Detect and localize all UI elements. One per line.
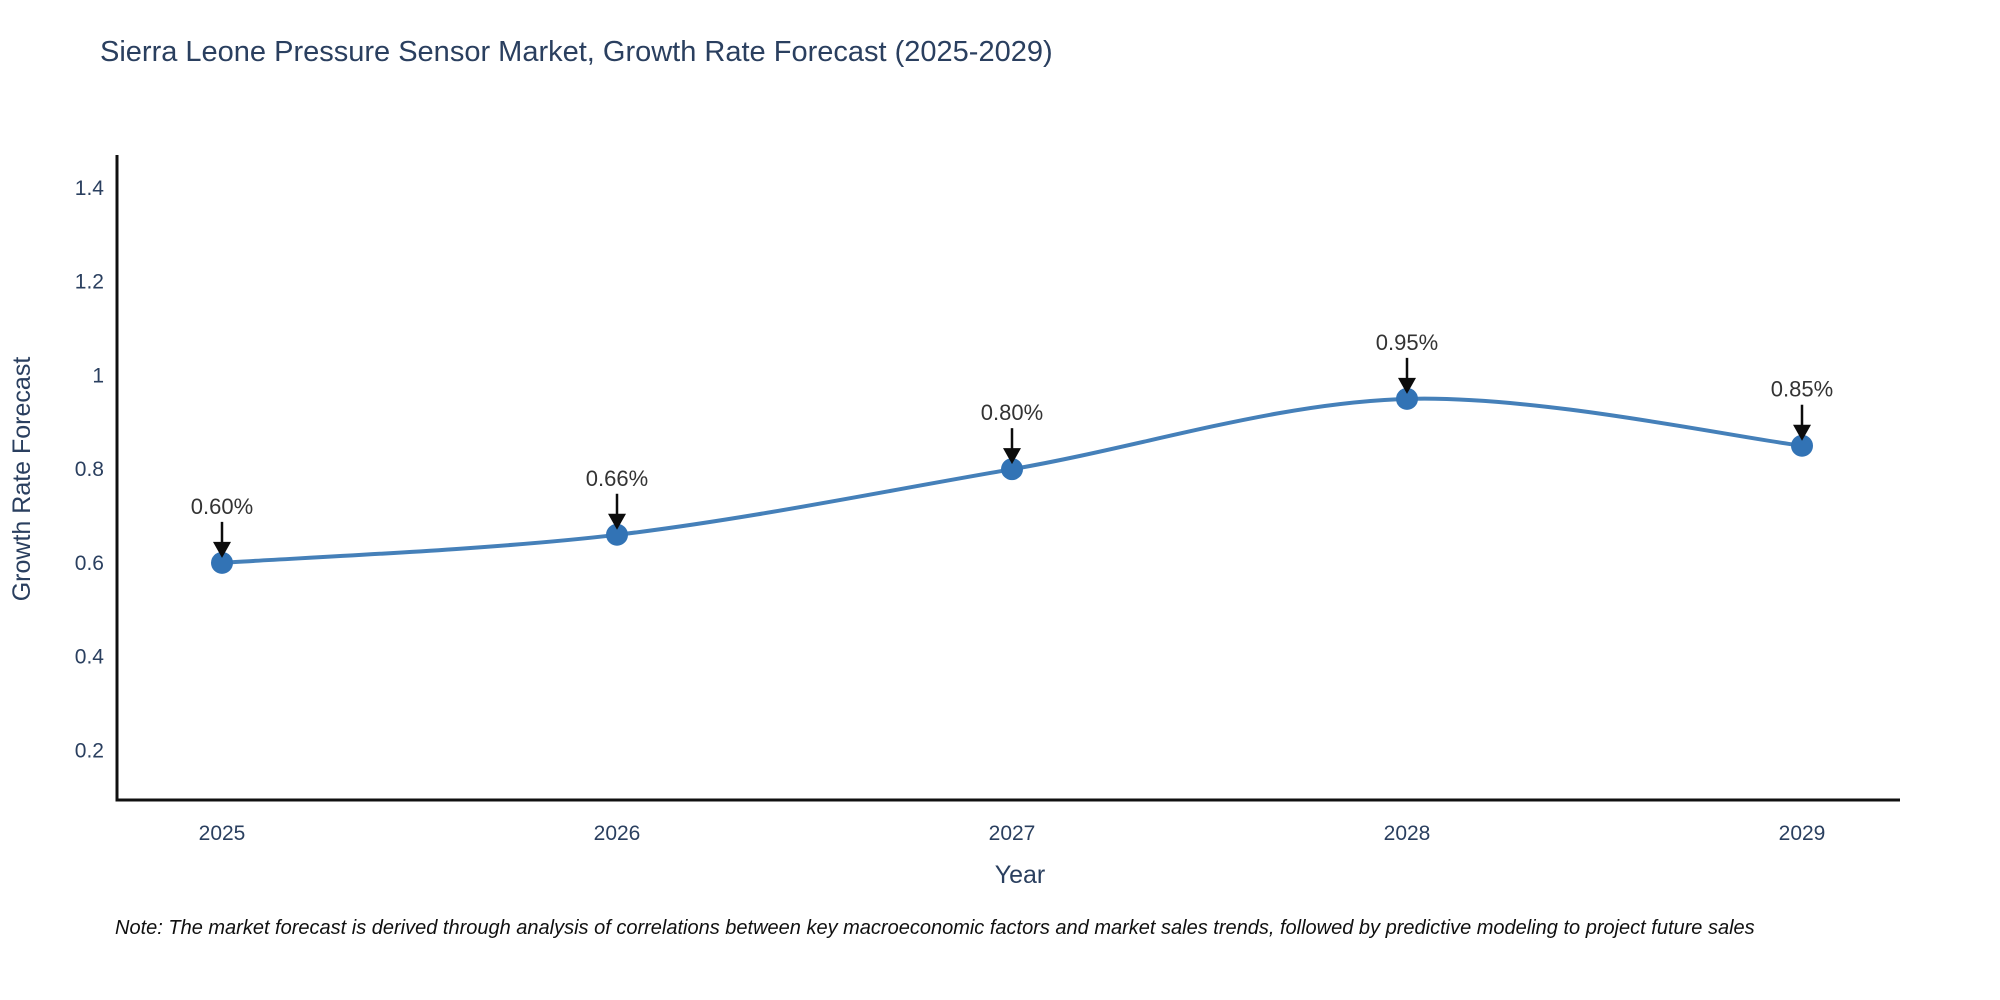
- x-tick-label: 2028: [1384, 822, 1431, 845]
- y-tick-label: 0.6: [75, 552, 104, 575]
- annotation-arrow-head: [213, 541, 231, 558]
- y-tick-label: 0.2: [75, 739, 104, 762]
- x-tick-label: 2025: [199, 822, 246, 845]
- footnote: Note: The market forecast is derived thr…: [115, 917, 1755, 939]
- annotation-label: 0.60%: [191, 494, 253, 519]
- chart-title: Sierra Leone Pressure Sensor Market, Gro…: [100, 36, 1053, 68]
- x-axis-title: Year: [995, 861, 1046, 889]
- annotation-label: 0.95%: [1376, 330, 1438, 355]
- axes: [115, 155, 1900, 802]
- y-tick-label: 1.4: [75, 177, 105, 200]
- annotation-label: 0.66%: [586, 466, 648, 491]
- annotation-arrow-head: [1003, 448, 1021, 465]
- y-tick-label: 0.8: [75, 458, 104, 481]
- y-tick-label: 1.2: [75, 271, 104, 294]
- point-annotations: 0.60% 0.66% 0.80% 0.95% 0.85%: [191, 330, 1833, 558]
- y-axis-title: Growth Rate Forecast: [8, 357, 36, 602]
- data-point-marker: [1396, 387, 1418, 410]
- x-tick-label: 2027: [989, 822, 1036, 845]
- annotation-label: 0.85%: [1771, 377, 1833, 402]
- annotation-arrow-head: [1793, 424, 1811, 441]
- annotation-arrow-head: [1398, 377, 1416, 394]
- data-point-marker: [1001, 458, 1023, 481]
- y-axis-ticks: 0.2 0.4 0.6 0.8 1 1.2 1.4: [75, 177, 105, 762]
- annotation-arrow-head: [608, 513, 626, 530]
- data-point-marker: [211, 551, 233, 574]
- x-tick-label: 2029: [1779, 822, 1826, 845]
- x-axis-ticks: 2025 2026 2027 2028 2029: [199, 822, 1826, 845]
- y-tick-label: 1: [92, 364, 104, 387]
- x-tick-label: 2026: [594, 822, 641, 845]
- data-point-marker: [1791, 434, 1813, 457]
- data-point-markers: [211, 387, 1813, 574]
- data-point-marker: [606, 523, 628, 546]
- y-tick-label: 0.4: [75, 646, 105, 669]
- annotation-label: 0.80%: [981, 400, 1043, 425]
